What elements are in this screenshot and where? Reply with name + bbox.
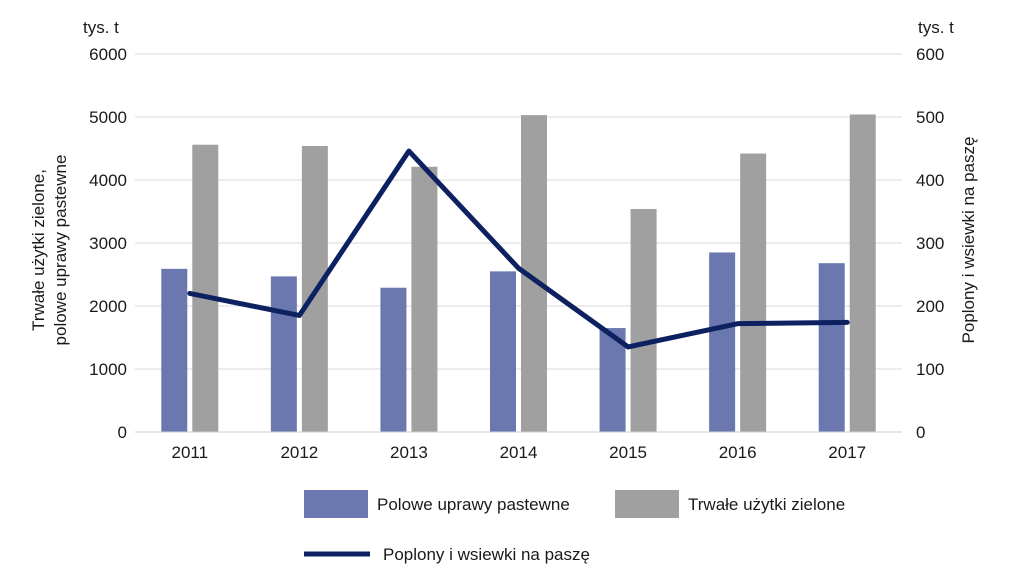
x-tick-label: 2011 <box>172 443 209 462</box>
left-axis-title-line2: polowe uprawy pastewne <box>51 155 70 346</box>
right-tick-label: 500 <box>916 108 944 127</box>
left-axis-unit: tys. t <box>83 18 119 37</box>
left-tick-label: 5000 <box>89 108 127 127</box>
bar-polowe-uprawy <box>490 271 516 432</box>
right-axis-unit: tys. t <box>918 18 954 37</box>
left-tick-label: 1000 <box>89 360 127 379</box>
legend-swatch-trwale <box>615 490 679 518</box>
right-tick-label: 600 <box>916 45 944 64</box>
bar-trwale-uzytki <box>740 153 767 433</box>
x-tick-label: 2013 <box>390 443 428 462</box>
legend-label-polowe: Polowe uprawy pastewne <box>377 495 570 514</box>
x-tick-label: 2015 <box>609 443 647 462</box>
x-tick-label: 2014 <box>500 443 538 462</box>
bar-polowe-uprawy <box>380 287 407 432</box>
line-poplony-wsiewki <box>187 148 850 350</box>
right-tick-label: 400 <box>916 171 944 190</box>
left-tick-label: 0 <box>118 423 127 442</box>
right-tick-label: 0 <box>916 423 925 442</box>
left-tick-label: 4000 <box>89 171 127 190</box>
right-tick-label: 300 <box>916 234 944 253</box>
left-tick-label: 3000 <box>89 234 127 253</box>
x-tick-labels: 2011 2012 2013 2014 2015 2016 2017 <box>172 443 867 462</box>
x-tick-label: 2016 <box>719 443 757 462</box>
right-axis-title: Poplony i wsiewki na paszę <box>959 137 978 344</box>
bar-trwale-uzytki <box>192 144 219 432</box>
legend: Polowe uprawy pastewne Trwałe użytki zie… <box>304 490 845 564</box>
bar-polowe-uprawy <box>709 252 736 432</box>
bar-polowe-uprawy <box>161 268 188 432</box>
legend-label-poplony: Poplony i wsiewki na paszę <box>383 545 590 564</box>
bar-polowe-uprawy <box>599 328 626 432</box>
left-axis-title-line1: Trwałe użytki zielone, <box>29 169 48 331</box>
right-tick-label: 200 <box>916 297 944 316</box>
left-tick-label: 6000 <box>89 45 127 64</box>
bar-trwale-uzytki <box>849 114 876 432</box>
x-tick-label: 2017 <box>828 443 866 462</box>
legend-swatch-polowe <box>304 490 368 518</box>
bars <box>161 114 876 433</box>
line-series <box>187 148 850 350</box>
right-tick-label: 100 <box>916 360 944 379</box>
bar-polowe-uprawy <box>818 263 845 432</box>
left-tick-label: 2000 <box>89 297 127 316</box>
right-y-ticks: 0 100 200 300 400 500 600 <box>916 45 944 442</box>
bar-polowe-uprawy <box>270 276 297 432</box>
left-y-ticks: 0 1000 2000 3000 4000 5000 6000 <box>89 45 127 442</box>
legend-label-trwale: Trwałe użytki zielone <box>688 495 845 514</box>
bar-trwale-uzytki <box>411 166 438 432</box>
x-tick-label: 2012 <box>280 443 318 462</box>
bar-trwale-uzytki <box>630 208 657 432</box>
